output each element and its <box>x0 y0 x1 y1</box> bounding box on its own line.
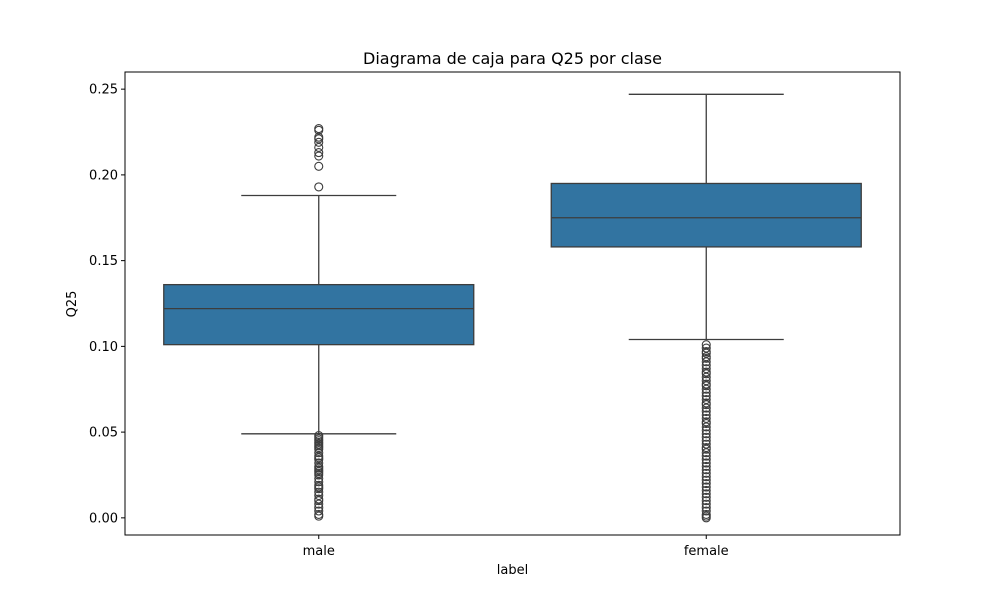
outlier-point <box>701 410 711 420</box>
outlier-point <box>701 343 711 353</box>
x-axis-label: label <box>497 563 528 578</box>
outlier-point <box>314 499 324 509</box>
outlier-point <box>314 503 324 513</box>
outlier-point <box>314 473 324 483</box>
outlier-point <box>701 475 711 485</box>
outlier-point <box>701 439 711 449</box>
x-axis: male female <box>303 535 729 559</box>
outlier-point <box>701 357 711 367</box>
outlier-point <box>701 384 711 394</box>
y-tick-label: 0.25 <box>89 83 118 98</box>
outlier-point <box>701 513 711 523</box>
box-group-male <box>163 124 475 521</box>
iqr-box <box>550 182 862 248</box>
outlier-point <box>701 465 711 475</box>
outlier-point <box>314 142 324 153</box>
outlier-point <box>314 477 324 487</box>
outlier-point <box>701 369 711 379</box>
outlier-point <box>701 353 711 363</box>
outlier-point <box>314 487 324 497</box>
outlier-point <box>314 148 324 158</box>
outlier-point <box>701 360 711 370</box>
outlier-point <box>701 381 711 391</box>
y-tick-label: 0.10 <box>89 340 118 355</box>
plot-frame <box>124 71 901 536</box>
box-group-female <box>550 93 862 523</box>
outlier-point <box>314 137 324 147</box>
outlier-point <box>314 151 324 161</box>
y-tick-label: 0.20 <box>89 168 118 183</box>
outlier-point <box>701 479 711 489</box>
plot-area <box>163 93 862 523</box>
outlier-point <box>314 161 324 171</box>
chart-title: Diagrama de caja para Q25 por clase <box>363 49 662 68</box>
iqr-box <box>163 283 475 346</box>
outlier-point <box>314 134 324 144</box>
outlier-point <box>701 364 711 374</box>
outlier-point <box>314 511 324 521</box>
outlier-point <box>701 403 711 413</box>
outlier-point <box>701 485 711 495</box>
outlier-point <box>701 388 711 398</box>
y-tick-label: 0.05 <box>89 426 118 441</box>
outlier-point <box>701 499 711 509</box>
outlier-point <box>314 454 324 465</box>
outlier-point <box>701 458 711 468</box>
outlier-point <box>701 472 711 482</box>
x-tick-label: female <box>684 544 729 559</box>
x-tick-label: male <box>303 544 335 559</box>
outlier-point <box>701 444 711 454</box>
outlier-point <box>701 425 711 435</box>
outlier-point <box>701 461 711 471</box>
outlier-point <box>701 391 711 401</box>
outlier-point <box>314 496 324 506</box>
outlier-point <box>314 491 324 501</box>
outlier-point <box>314 182 324 192</box>
outlier-point <box>701 372 711 382</box>
outlier-point <box>314 444 324 454</box>
outlier-point <box>701 400 711 410</box>
outlier-point <box>701 406 711 417</box>
outlier-point <box>701 429 711 439</box>
outlier-point <box>701 506 711 516</box>
y-axis-label: Q25 <box>65 291 80 318</box>
outlier-point <box>701 496 711 506</box>
outlier-point <box>701 451 711 461</box>
y-tick-label: 0.00 <box>89 511 118 526</box>
outlier-point <box>701 376 711 386</box>
y-tick-label: 0.15 <box>89 254 118 269</box>
outlier-point <box>701 340 711 350</box>
outlier-point <box>701 432 711 442</box>
outlier-point <box>701 422 711 432</box>
outlier-point <box>701 492 711 502</box>
outlier-point <box>314 448 324 458</box>
outlier-point <box>701 348 711 358</box>
outlier-point <box>701 418 711 429</box>
outlier-point <box>314 506 324 516</box>
outlier-point <box>701 489 711 499</box>
outlier-point <box>314 470 324 480</box>
outlier-point <box>701 413 711 423</box>
outlier-point <box>701 454 711 465</box>
outlier-point <box>314 125 324 135</box>
y-axis: 0.00 0.05 0.10 0.15 0.20 0.25 <box>89 83 125 526</box>
outlier-point <box>314 458 324 468</box>
outlier-point <box>701 503 711 513</box>
outlier-point <box>701 436 711 446</box>
outlier-point <box>701 394 711 405</box>
outlier-point <box>701 468 711 478</box>
outlier-point <box>701 482 711 492</box>
outlier-point <box>314 484 324 494</box>
outlier-point <box>701 448 711 458</box>
